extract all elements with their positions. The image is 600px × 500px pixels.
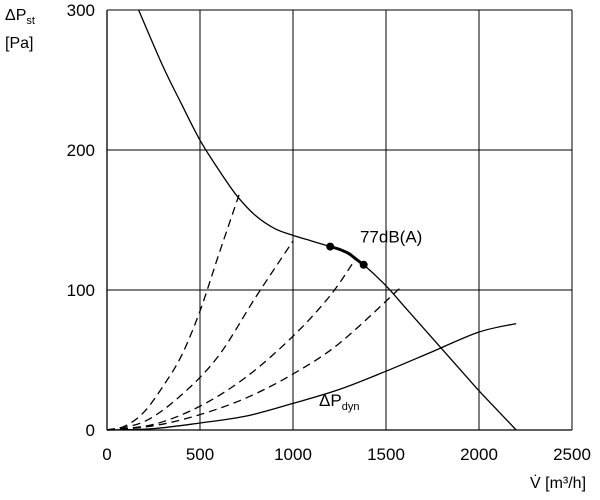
curves bbox=[106, 9, 517, 431]
operating-point-marker bbox=[359, 260, 368, 269]
grid-lines bbox=[106, 9, 573, 431]
x-tick-label: 2500 bbox=[553, 445, 591, 464]
x-tick-label: 1500 bbox=[367, 445, 405, 464]
y-axis-subscript: st bbox=[26, 15, 35, 27]
y-axis-unit: [Pa] bbox=[5, 35, 33, 52]
y-tick-label: 0 bbox=[86, 421, 95, 440]
operating-point-marker bbox=[326, 242, 335, 251]
series-line-solid bbox=[138, 9, 517, 431]
operating-points bbox=[326, 242, 368, 269]
dynamic-pressure-annotation: ΔPdyn bbox=[319, 391, 359, 413]
series-line-operating-range bbox=[329, 245, 365, 266]
dynamic-pressure-subscript: dyn bbox=[342, 401, 360, 413]
tick-labels: 0 500 1000 1500 2000 2500 0 100 200 300 bbox=[67, 1, 591, 464]
x-tick-label: 2000 bbox=[460, 445, 498, 464]
series-line-dashed bbox=[106, 257, 357, 431]
x-tick-label: 0 bbox=[102, 445, 111, 464]
y-tick-label: 200 bbox=[67, 141, 95, 160]
y-tick-label: 300 bbox=[67, 1, 95, 20]
series-line-dashed bbox=[106, 194, 240, 431]
y-tick-label: 100 bbox=[67, 281, 95, 300]
x-tick-label: 1000 bbox=[274, 445, 312, 464]
y-axis-symbol: ΔP bbox=[5, 7, 26, 24]
dynamic-pressure-symbol: ΔP bbox=[319, 391, 342, 410]
series-line-dashed bbox=[106, 286, 402, 431]
noise-level-annotation: 77dB(A) bbox=[360, 227, 422, 246]
y-axis-label: ΔPst bbox=[5, 7, 35, 27]
x-axis-label: V̇ [m³/h] bbox=[530, 474, 586, 492]
x-tick-label: 500 bbox=[186, 445, 214, 464]
series-line-solid bbox=[106, 322, 517, 431]
